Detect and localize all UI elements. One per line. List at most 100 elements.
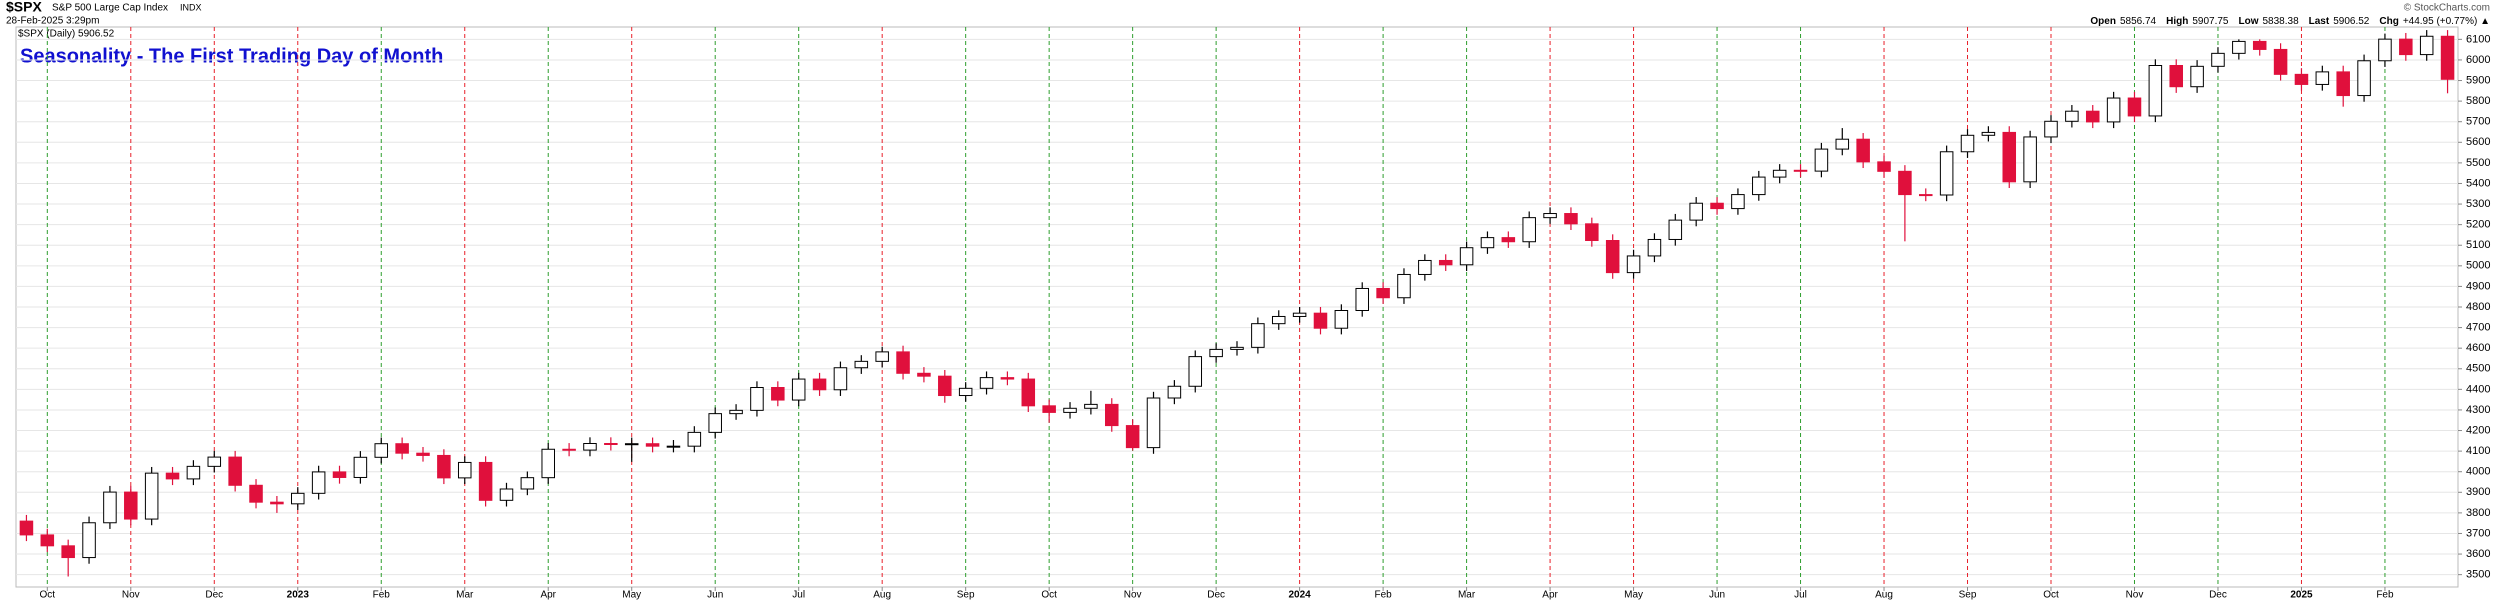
candle-body — [1334, 310, 1349, 329]
quote-label: High — [2166, 16, 2188, 27]
candle-body — [40, 534, 55, 547]
y-tick-label: 5400 — [2466, 177, 2490, 189]
candle-body — [1418, 259, 1432, 275]
candle-body — [854, 360, 869, 369]
timestamp: 28-Feb-2025 3:29pm — [6, 16, 99, 27]
y-tick-label: 5000 — [2466, 260, 2490, 272]
candle-body — [1042, 405, 1056, 413]
candle-body — [1313, 312, 1328, 329]
candle-body — [1564, 213, 1578, 225]
candle-body — [1835, 138, 1850, 150]
candle-body — [729, 409, 743, 415]
candle-body — [1105, 403, 1119, 427]
candle-body — [687, 431, 702, 447]
candle-body — [1000, 377, 1015, 380]
candle-body — [1939, 151, 1954, 196]
x-tick-label: Aug — [1875, 590, 1893, 600]
x-tick-label: Dec — [1207, 590, 1225, 600]
quote-value: 5907.75 — [2192, 16, 2229, 27]
candle-body — [207, 456, 222, 467]
candle-body — [2127, 97, 2142, 117]
x-tick-label: Apr — [1542, 590, 1558, 600]
y-tick-label: 4800 — [2466, 301, 2490, 313]
candle-body — [2106, 97, 2121, 123]
y-tick-label: 5700 — [2466, 116, 2490, 128]
candle-body — [2399, 38, 2413, 56]
candle-body — [1230, 346, 1244, 350]
candle-body — [1167, 385, 1182, 399]
candle-body — [1021, 378, 1036, 407]
y-tick-label: 3700 — [2466, 527, 2490, 539]
x-tick-label: Sep — [1959, 590, 1977, 600]
candle-body — [1188, 356, 1203, 387]
candle-body — [1459, 247, 1474, 266]
quote-label: Low — [2238, 16, 2258, 27]
y-tick-label: 4600 — [2466, 342, 2490, 354]
candle-body — [1397, 273, 1411, 299]
candle-body — [645, 443, 660, 447]
candle-body — [19, 520, 34, 536]
candle-body — [437, 454, 451, 479]
y-tick-label: 5600 — [2466, 136, 2490, 148]
candle-body — [144, 472, 159, 520]
candle-body — [583, 443, 597, 451]
candle-body — [1772, 169, 1787, 178]
candle-body — [708, 413, 722, 433]
candle-body — [374, 443, 389, 458]
quote-value: 5906.52 — [2333, 16, 2370, 27]
exchange: INDX — [180, 2, 202, 12]
x-tick-label: 2025 — [2290, 590, 2313, 600]
candle-body — [1084, 403, 1098, 409]
candle-body — [958, 387, 973, 397]
candle-body — [457, 461, 472, 479]
y-tick-label: 4200 — [2466, 424, 2490, 436]
x-tick-label: Nov — [122, 590, 140, 600]
x-tick-label: Jun — [1709, 590, 1725, 600]
candle-body — [1626, 255, 1641, 274]
candle-body — [541, 448, 555, 479]
candle-body — [1856, 138, 1870, 163]
quote-value: 5856.74 — [2120, 16, 2157, 27]
candle-body — [82, 522, 96, 559]
candle-body — [2252, 40, 2267, 50]
candle-body — [2273, 48, 2288, 75]
y-tick-label: 4400 — [2466, 383, 2490, 395]
x-tick-label: Oct — [40, 590, 56, 600]
x-tick-label: Mar — [1458, 590, 1476, 600]
x-tick-label: Aug — [873, 590, 891, 600]
candle-body — [917, 372, 931, 377]
candle-body — [2294, 73, 2309, 85]
candle-body — [478, 461, 493, 501]
x-tick-label: Dec — [205, 590, 223, 600]
y-tick-label: 5500 — [2466, 157, 2490, 169]
candle-body — [1877, 161, 1891, 172]
candle-body — [1522, 217, 1536, 243]
candle-body — [875, 351, 889, 362]
chart-title: Seasonality - The First Trading Day of M… — [20, 45, 443, 67]
candle-body — [2315, 71, 2330, 85]
y-tick-label: 5300 — [2466, 198, 2490, 210]
candle-body — [291, 492, 305, 505]
x-tick-label: Jun — [707, 590, 723, 600]
candle-body — [2065, 110, 2079, 122]
y-tick-label: 3800 — [2466, 507, 2490, 519]
candle-body — [416, 452, 430, 456]
y-tick-label: 4900 — [2466, 280, 2490, 292]
candle-body — [270, 501, 284, 505]
candle-body — [2378, 38, 2392, 62]
instrument-name: S&P 500 Large Cap Index — [52, 3, 168, 14]
y-tick-label: 4000 — [2466, 466, 2490, 478]
x-tick-label: 2023 — [287, 590, 310, 600]
candle-body — [2211, 52, 2225, 67]
candle-body — [353, 456, 368, 478]
candle-body — [938, 375, 952, 397]
quote-value: +44.95 (+0.77%) ▲ — [2403, 16, 2490, 27]
candle-body — [2336, 71, 2350, 97]
candle-body — [1585, 223, 1599, 242]
quote-label: Chg — [2379, 16, 2398, 27]
candle-body — [979, 377, 994, 389]
series-legend: $SPX (Daily) 5906.52 — [18, 29, 115, 40]
y-tick-label: 4100 — [2466, 445, 2490, 457]
candle-body — [562, 448, 576, 451]
copyright: © StockCharts.com — [2404, 3, 2490, 14]
